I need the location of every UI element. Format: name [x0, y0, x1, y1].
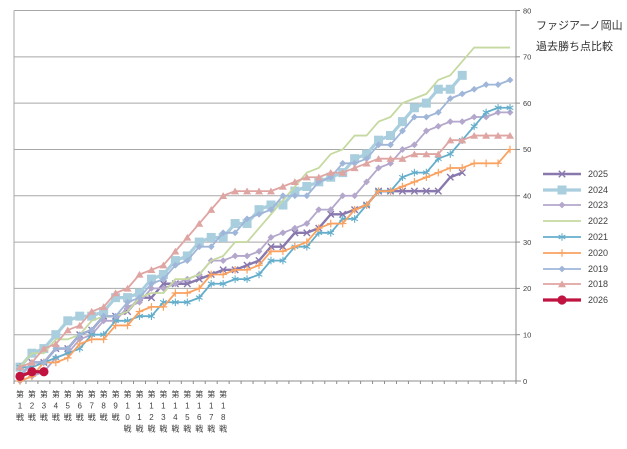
series-2025: [16, 168, 466, 381]
chart-legend: 2025 2024 2023 2022 2021 2020 2019 2018 2026: [541, 166, 627, 308]
gridlines: [13, 10, 516, 381]
chart-title: ファジアーノ岡山 過去勝ち点比較: [536, 16, 626, 58]
legend-label: 2020: [588, 247, 609, 258]
legend-item-2026[interactable]: 2026: [541, 292, 627, 308]
legend-item-2021[interactable]: 2021: [541, 229, 627, 245]
y-tick-label: 50: [523, 145, 531, 154]
legend-item-2020[interactable]: 2020: [541, 245, 627, 261]
legend-swatch-2020: [543, 249, 581, 257]
legend-item-2024[interactable]: 2024: [541, 182, 627, 198]
y-tick-label: 10: [523, 330, 531, 339]
y-tick-label: 30: [523, 238, 531, 247]
legend-swatch-2021: [543, 233, 581, 241]
axes: [13, 10, 521, 384]
y-tick-label: 80: [523, 6, 531, 15]
y-tick-label: 60: [523, 99, 531, 108]
legend-label: 2026: [588, 295, 609, 306]
chart-title-line1: ファジアーノ岡山: [536, 20, 623, 32]
y-tick-label: 40: [523, 192, 531, 201]
legend-swatch-2023: [543, 202, 581, 209]
series-2020-line: [19, 148, 511, 382]
series-2021-line: [19, 106, 511, 369]
series-2025-line: [19, 171, 463, 378]
series-2026: [15, 367, 49, 381]
y-axis-labels: 0 10 20 30 40 50 60 70 80: [523, 6, 531, 386]
legend-swatch-2024: [543, 185, 581, 195]
legend-label: 2019: [588, 263, 609, 274]
series-2018: [15, 131, 515, 371]
legend-item-2019[interactable]: 2019: [541, 261, 627, 277]
legend-swatch-2026: [543, 295, 581, 305]
legend-swatch-2018: [543, 280, 581, 288]
legend-label: 2025: [588, 168, 609, 179]
y-tick-label: 0: [523, 377, 527, 386]
chart-title-line2: 過去勝ち点比較: [536, 41, 613, 53]
series-2024-line: [18, 74, 464, 369]
legend-swatch-2025: [543, 170, 581, 178]
legend-swatch-2019: [543, 265, 581, 273]
x-axis-labels: 第 1 戦第 2 戦第 3 戦第 4 戦第 5 戦第 6 戦第 7 戦第 8 戦第 9 戦第 1 0 戦第 1 1 戦第 1 2 戦第…: [16, 389, 227, 434]
legend-label: 2021: [588, 232, 609, 243]
legend-label: 2018: [588, 279, 609, 290]
legend-item-2025[interactable]: 2025: [541, 166, 627, 182]
legend-item-2018[interactable]: 2018: [541, 277, 627, 293]
series-2024: [15, 70, 467, 372]
legend-item-2022[interactable]: 2022: [541, 213, 627, 229]
legend-label: 2024: [588, 184, 609, 195]
y-tick-label: 20: [523, 284, 531, 293]
series-2020: [16, 145, 514, 385]
y-tick-label: 70: [523, 53, 531, 62]
legend-label: 2022: [588, 216, 609, 227]
legend-item-2023[interactable]: 2023: [541, 198, 627, 214]
series-2023-line: [19, 111, 511, 382]
legend-swatch-2022: [543, 220, 581, 223]
legend-label: 2023: [588, 200, 609, 211]
